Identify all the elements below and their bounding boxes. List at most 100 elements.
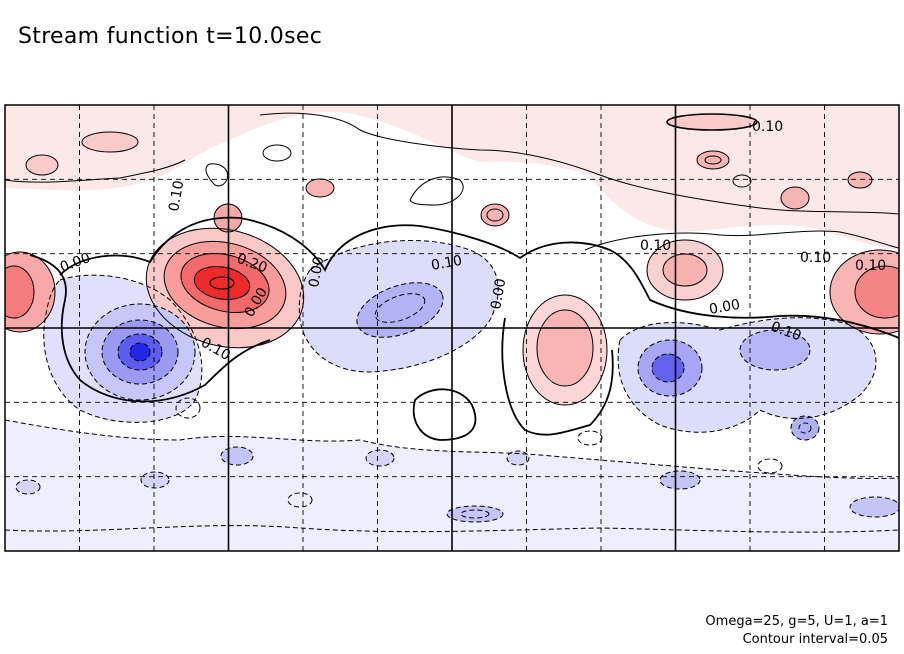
positive-contour (209, 276, 235, 290)
negative-center-core (356, 282, 444, 338)
negative-contour (365, 449, 395, 467)
contour-label: 0.10 (166, 179, 187, 212)
negative-contour (129, 342, 151, 362)
contour-label: 0.10 (430, 253, 463, 274)
negative-contour (84, 303, 196, 401)
negative-contour (577, 430, 603, 446)
positive-contour (696, 150, 730, 170)
positive-contour (145, 227, 305, 349)
negative-contour (757, 458, 783, 474)
negative-contour (175, 397, 201, 419)
small-negative-blob (366, 450, 394, 466)
positive-contour (205, 163, 229, 187)
small-positive-blob (481, 204, 509, 226)
negative-contours (5, 239, 899, 533)
positive-contour (163, 240, 287, 330)
negative-contour (5, 419, 899, 479)
negative-right-core-b (740, 330, 810, 370)
negative-core-peak (130, 343, 150, 361)
small-negative-blob (850, 497, 899, 517)
zero-contour (29, 254, 271, 403)
negative-contour (739, 329, 811, 371)
contour-label: 0.00 (488, 277, 509, 310)
positive-contour (666, 113, 758, 131)
positive-contour (584, 230, 899, 251)
negative-contour (790, 415, 820, 441)
negative-contour (374, 293, 426, 323)
positive-center-inner (537, 310, 593, 386)
small-positive-blob (82, 132, 138, 152)
negative-contour (43, 274, 203, 423)
small-negative-blob (507, 451, 529, 465)
positive-contour (259, 112, 899, 215)
negative-contour (356, 282, 444, 338)
negative-contour (849, 496, 899, 518)
positive-contour (732, 174, 752, 188)
positive-contour (536, 309, 594, 387)
negative-contour (140, 471, 170, 489)
plot-frame (4, 104, 900, 552)
positive-contour (704, 155, 722, 165)
positive-contour (486, 208, 504, 222)
negative-contour (617, 317, 877, 433)
positive-right-upper-inner (663, 254, 707, 286)
contour-label: 0.10 (800, 250, 831, 266)
positive-contour (847, 171, 873, 189)
contour-lines (5, 112, 899, 533)
contour-label: 0.10 (855, 258, 886, 274)
negative-contour (220, 446, 254, 466)
negative-contour (298, 239, 499, 373)
positive-contour (5, 265, 35, 319)
negative-contour (637, 339, 703, 397)
negative-contour (15, 479, 41, 495)
positive-contour (854, 265, 899, 319)
small-negative-blob (141, 472, 169, 488)
contour-label: 0.10 (752, 119, 783, 135)
contour-interval-text: Contour interval=0.05 (742, 632, 888, 647)
positive-contour (81, 131, 139, 153)
grid (5, 105, 899, 551)
negative-contour (287, 492, 313, 508)
positive-contour (25, 154, 59, 176)
small-positive-blob (667, 114, 757, 130)
negative-contour (798, 422, 812, 434)
negative-contour (651, 353, 685, 383)
positive-contour (829, 249, 899, 335)
positive-left-edge-inner (5, 266, 34, 318)
parameter-text: Omega=25, g=5, U=1, a=1 (705, 614, 888, 629)
small-negative-blob (16, 480, 40, 494)
negative-contour (460, 509, 490, 519)
contour-label: 0.00 (708, 297, 741, 318)
small-positive-blob (697, 151, 729, 169)
small-positive-blob (848, 172, 872, 188)
positive-contour (409, 176, 464, 206)
positive-contour (180, 253, 270, 313)
negative-right-core-c (791, 416, 819, 440)
small-positive-blob (26, 155, 58, 175)
negative-contour (506, 450, 530, 466)
positive-right-edge-inner (855, 266, 899, 318)
positive-contour (262, 144, 292, 162)
small-positive-blob (781, 187, 809, 209)
chart-title: Stream function t=10.0sec (18, 24, 323, 49)
positive-contour (522, 294, 608, 406)
contour-label: 0.00 (306, 255, 327, 288)
small-negative-blob (660, 471, 700, 489)
zero-contour (501, 317, 614, 436)
positive-contour (5, 159, 186, 183)
positive-contour (480, 203, 510, 227)
small-negative-blob (447, 506, 503, 522)
negative-contour (659, 470, 701, 490)
positive-contour (646, 239, 724, 301)
negative-contour (446, 505, 504, 523)
negative-contour (101, 319, 179, 385)
zero-contour (412, 388, 477, 441)
positive-core-peak (194, 266, 250, 300)
contour-label: 0.10 (640, 238, 671, 254)
positive-contour (5, 251, 56, 333)
positive-contour (193, 266, 251, 300)
small-positive-blob (306, 179, 334, 197)
negative-contour (117, 333, 163, 371)
positive-contour (780, 186, 810, 210)
